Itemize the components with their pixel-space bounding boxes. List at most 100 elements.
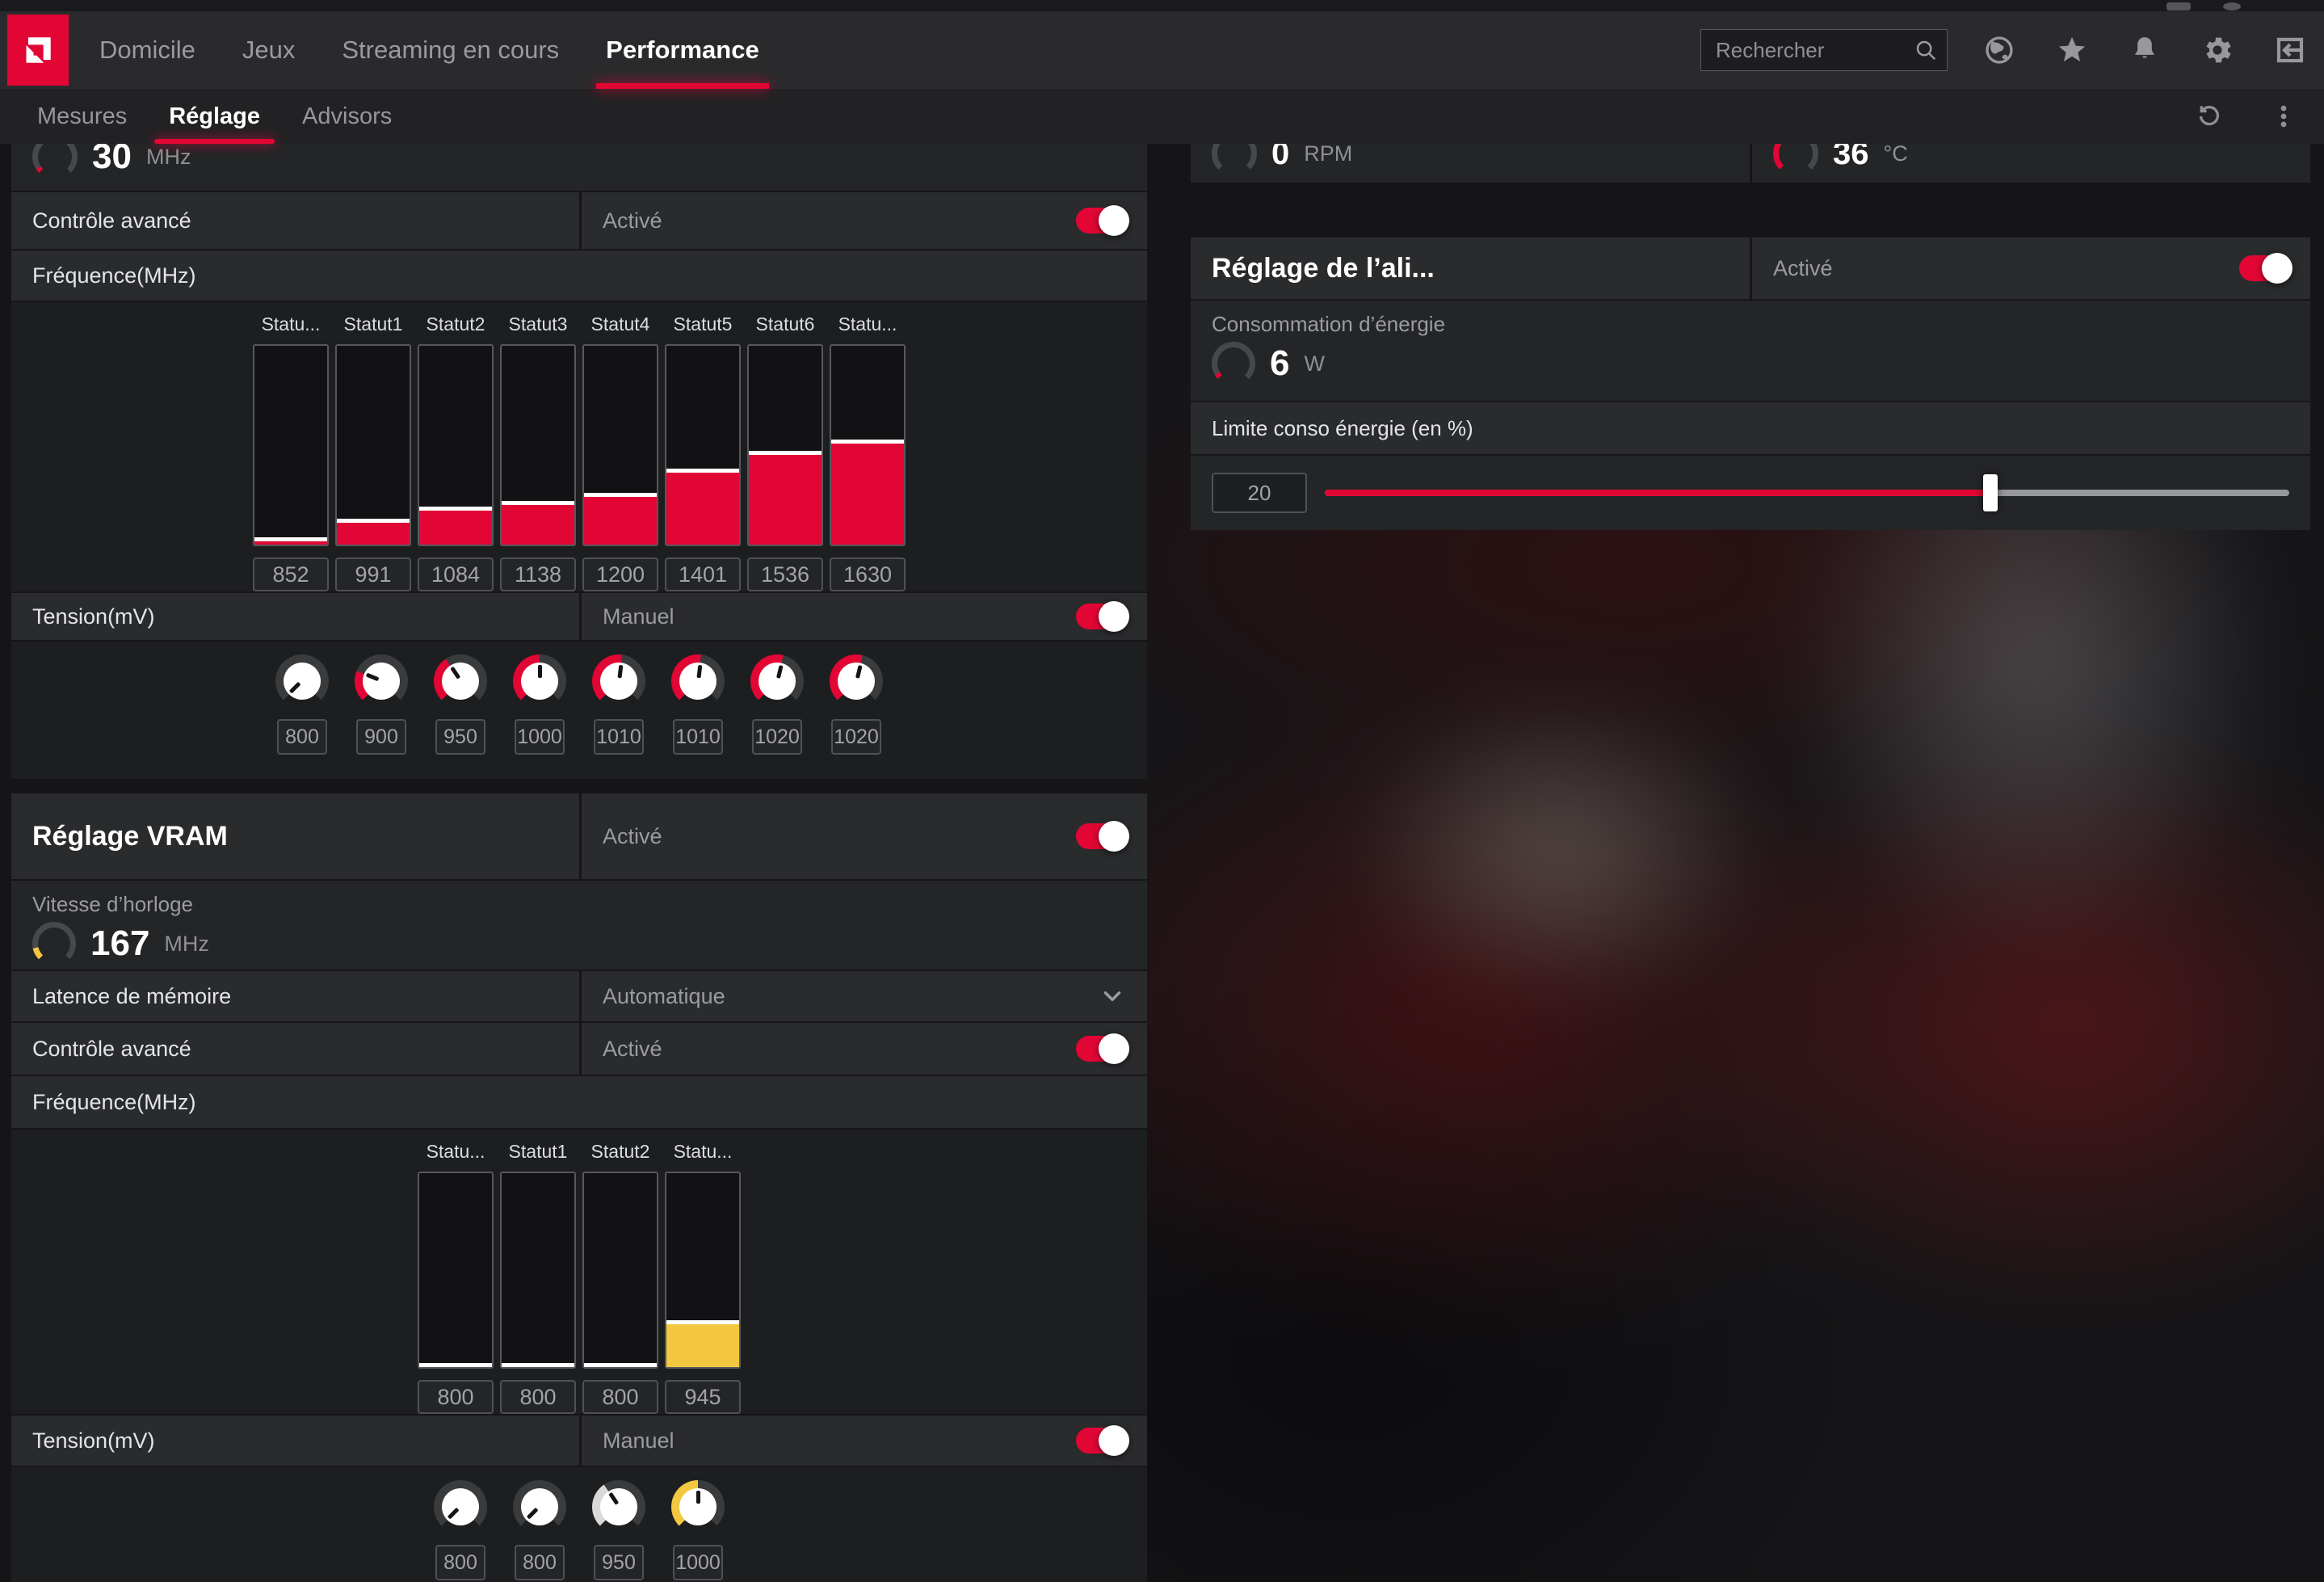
temperature-value: 36 [1833,144,1869,171]
freq-bar-label: Statut2 [590,1141,650,1162]
freq-value-box[interactable]: 991 [335,557,411,591]
voltage-knob[interactable] [592,1480,645,1534]
voltage-value-box[interactable]: 1010 [673,719,723,755]
freq-bar-slider[interactable] [665,344,741,546]
tab-reglage[interactable]: Réglage [154,89,275,144]
gear-icon[interactable] [2200,32,2235,68]
search-input[interactable] [1700,29,1948,71]
voltage-knob[interactable] [355,654,408,708]
freq-value-box[interactable]: 1138 [500,557,576,591]
amd-logo[interactable] [7,15,69,86]
reset-undo-icon[interactable] [2192,99,2227,134]
globe-icon[interactable] [1981,32,2017,68]
voltage-knob[interactable] [750,654,804,708]
freq-bar-slider[interactable] [830,344,906,546]
voltage-knob-needle [696,1491,700,1504]
bell-icon[interactable] [2127,32,2162,68]
voltage-knob-group: 1020 [750,654,804,779]
row-label: Latence de mémoire [32,983,232,1008]
power-header-row: Réglage de l’ali... Activé [1191,238,2310,299]
voltage-knob[interactable] [434,654,487,708]
freq-value-box[interactable]: 1084 [418,557,494,591]
freq-bar-slider[interactable] [665,1172,741,1369]
voltage-value-box[interactable]: 1020 [752,719,802,755]
vram-voltage-toggle[interactable] [1076,1425,1129,1456]
freq-bar-slider[interactable] [582,1172,658,1369]
freq-bar-slider[interactable] [747,344,823,546]
vram-enable-toggle[interactable] [1076,821,1129,852]
freq-bar-slider[interactable] [335,344,411,546]
freq-bar-column: Statu... 852 [253,313,329,591]
voltage-value-box[interactable]: 800 [435,1545,485,1580]
freq-value-box[interactable]: 1536 [747,557,823,591]
freq-value-box[interactable]: 800 [418,1380,494,1414]
freq-bar-slider[interactable] [582,344,658,546]
minimize-to-tray-icon[interactable] [2272,32,2308,68]
voltage-knob[interactable] [671,1480,725,1534]
freq-bar-slider[interactable] [418,1172,494,1369]
freq-value-box[interactable]: 1401 [665,557,741,591]
chevron-down-icon [1103,991,1121,1001]
freq-bar-fill [666,1324,739,1367]
voltage-value-box[interactable]: 1020 [831,719,881,755]
voltage-knob[interactable] [830,654,883,708]
freq-bar-current-line [831,439,904,444]
freq-bar-slider[interactable] [418,344,494,546]
voltage-value-box[interactable]: 1010 [594,719,644,755]
power-consumption-area: Consommation d’énergie 6 W [1191,301,2310,401]
freq-bar-slider[interactable] [500,1172,576,1369]
freq-bar-fill [749,455,822,545]
freq-bar-fill [584,496,657,545]
voltage-knob-group: 1010 [671,654,725,779]
star-icon[interactable] [2054,32,2090,68]
power-enable-toggle[interactable] [2239,253,2292,284]
nav-domicile[interactable]: Domicile [99,36,195,64]
voltage-value-box[interactable]: 900 [356,719,406,755]
voltage-value-box[interactable]: 800 [277,719,327,755]
nav-performance[interactable]: Performance [596,11,769,89]
temperature-unit: °C [1883,144,1908,166]
voltage-value-box[interactable]: 950 [594,1545,644,1580]
voltage-knob[interactable] [671,654,725,708]
subnav-items: Mesures Réglage Advisors [37,89,392,144]
voltage-knob[interactable] [592,654,645,708]
freq-value-box[interactable]: 852 [253,557,329,591]
freq-value-box[interactable]: 800 [500,1380,576,1414]
row-value: Activé [603,823,662,848]
kebab-menu-icon[interactable] [2266,99,2301,134]
voltage-knob-needle [527,1508,539,1520]
nav-streaming[interactable]: Streaming en cours [342,36,560,64]
freq-value-box[interactable]: 945 [665,1380,741,1414]
nav-jeux[interactable]: Jeux [242,36,296,64]
vram-latency-dropdown[interactable]: Automatique [582,971,1147,1021]
gpu-advanced-toggle[interactable] [1076,205,1129,236]
voltage-value-box[interactable]: 1000 [515,719,565,755]
vram-clock-unit: MHz [164,931,209,956]
gpu-voltage-toggle[interactable] [1076,601,1129,632]
freq-bar-fill [419,511,492,545]
freq-bar-slider[interactable] [253,344,329,546]
power-limit-slider[interactable] [1325,474,2289,511]
amd-arrow-icon [26,37,51,63]
voltage-knob-group: 950 [434,654,487,779]
freq-bar-label: Statut5 [673,313,733,334]
freq-bar-label: Statut6 [755,313,815,334]
voltage-value-box[interactable]: 1000 [673,1545,723,1580]
voltage-knob[interactable] [513,1480,566,1534]
voltage-knob[interactable] [513,654,566,708]
tab-mesures[interactable]: Mesures [37,103,128,129]
gpu-clock-gauge [32,144,78,179]
voltage-value-box[interactable]: 950 [435,719,485,755]
tab-advisors[interactable]: Advisors [302,103,393,129]
freq-value-box[interactable]: 1200 [582,557,658,591]
power-limit-value-box[interactable]: 20 [1212,473,1307,513]
vram-advanced-toggle[interactable] [1076,1033,1129,1064]
voltage-value-box[interactable]: 800 [515,1545,565,1580]
freq-value-box[interactable]: 1630 [830,557,906,591]
slider-thumb[interactable] [1982,474,1998,511]
voltage-knob[interactable] [275,654,329,708]
freq-bar-current-line [666,469,739,473]
voltage-knob[interactable] [434,1480,487,1534]
freq-bar-slider[interactable] [500,344,576,546]
freq-value-box[interactable]: 800 [582,1380,658,1414]
